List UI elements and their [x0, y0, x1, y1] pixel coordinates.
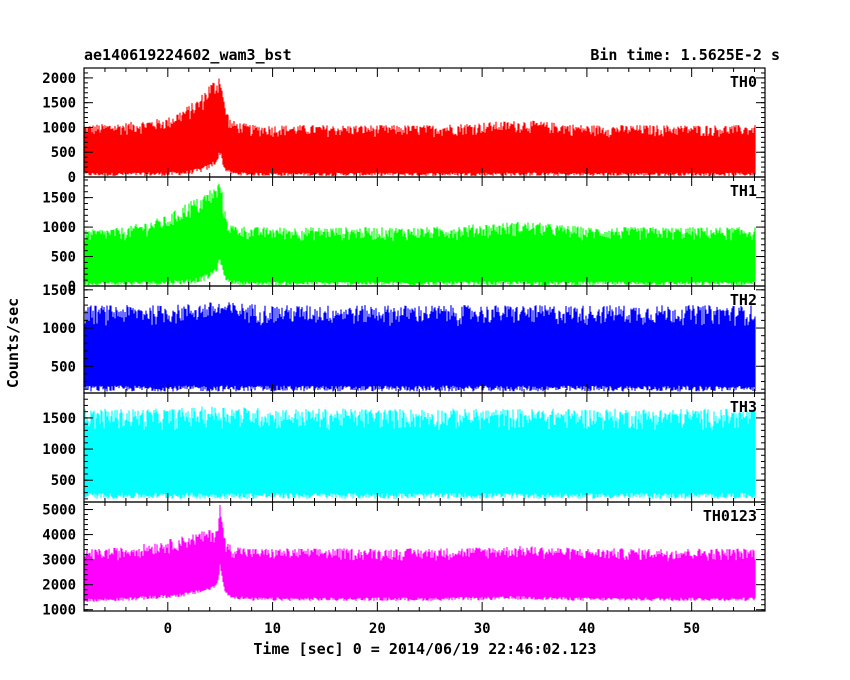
header-title: ae140619224602_wam3_bst: [84, 46, 292, 64]
panel-label-th3: TH3: [730, 398, 757, 416]
panel-label-th0: TH0: [730, 73, 757, 91]
panel-label-th1: TH1: [730, 182, 757, 200]
y-tick-label: 1000: [42, 321, 76, 337]
panel-th1: 0 500 1000 1500 TH1: [42, 176, 766, 295]
series-th0123: [83, 504, 756, 602]
panel-label-th0123: TH0123: [703, 507, 757, 525]
x-tick-label: 0: [164, 621, 172, 637]
y-tick-label: 1000: [42, 220, 76, 236]
panel-th2: 500 1000 1500 TH2: [42, 283, 766, 394]
y-tick-label: 1500: [42, 411, 76, 427]
y-tick-label: 5000: [42, 503, 76, 519]
y-tick-label: 1500: [42, 96, 76, 112]
series-th1: [83, 183, 756, 286]
x-tick-label: 10: [264, 621, 281, 637]
x-tick-label: 40: [578, 621, 595, 637]
series-th3: [83, 406, 756, 499]
y-tick-label: 500: [51, 145, 76, 161]
panel-th0: 0 500 1000 1500 2000 TH0: [42, 67, 766, 186]
y-tick-label: 1000: [42, 442, 76, 458]
y-tick-label: 500: [51, 473, 76, 489]
y-tick-label: 0: [68, 279, 76, 295]
panel-frame: [83, 501, 766, 612]
x-tick-label: 30: [474, 621, 491, 637]
y-tick-label: 4000: [42, 528, 76, 544]
header-bin-time: Bin time: 1.5625E-2 s: [590, 46, 780, 64]
y-tick-label: 2000: [42, 71, 76, 87]
y-tick-label: 0: [68, 170, 76, 186]
x-axis-label: Time [sec] 0 = 2014/06/19 22:46:02.123: [253, 640, 596, 658]
y-tick-label: 1000: [42, 120, 76, 136]
y-tick-label: 2000: [42, 578, 76, 594]
y-tick-label: 3000: [42, 553, 76, 569]
y-tick-label: 1000: [42, 603, 76, 619]
panel-th0123: 1000 2000 3000 4000 5000 TH0123 0 10 20 30 40 50: [42, 501, 766, 637]
series-th2: [83, 302, 756, 392]
x-tick-label: 20: [369, 621, 386, 637]
panel-label-th2: TH2: [730, 291, 757, 309]
y-axis-label: Counts/sec: [4, 298, 22, 388]
panel-th3: 500 1000 1500 TH3: [42, 392, 766, 503]
y-tick-label: 500: [51, 250, 76, 266]
series-th0: [83, 78, 756, 176]
y-tick-label: 1500: [42, 283, 76, 299]
y-tick-label: 500: [51, 359, 76, 375]
y-tick-label: 1500: [42, 191, 76, 207]
x-tick-label: 50: [683, 621, 700, 637]
